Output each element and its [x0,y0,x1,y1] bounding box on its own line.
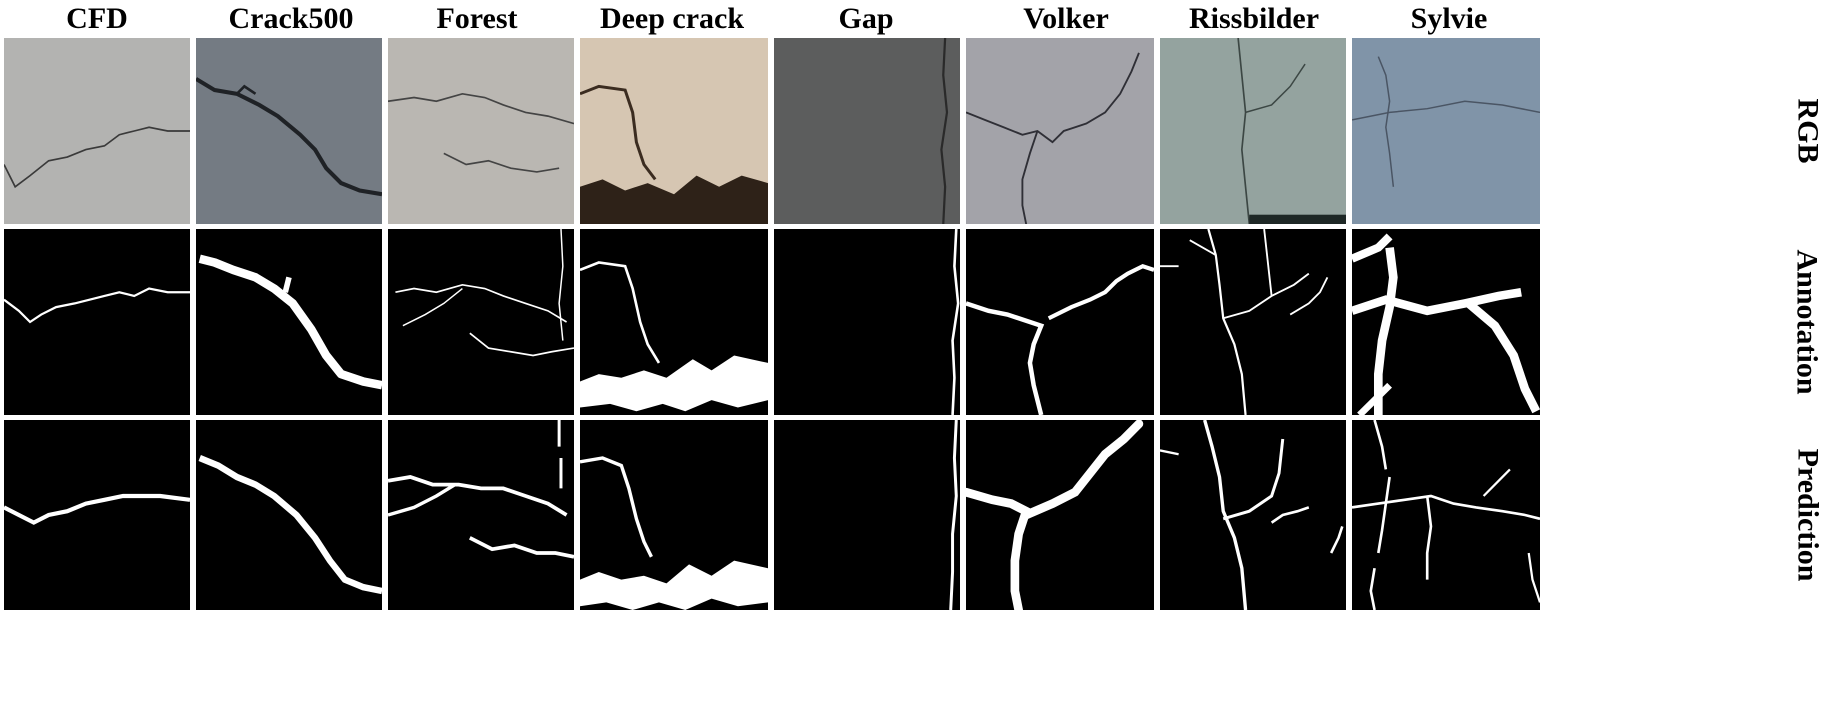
rgb-image-cfd [4,38,190,224]
column-title-deep-crack: Deep crack [599,2,745,35]
rgb-image-sylvie [1352,38,1540,224]
column-title-cfd: CFD [66,2,128,35]
prediction-mask-volker [966,420,1154,610]
column-title-forest: Forest [436,2,518,35]
rgb-image-volker [966,38,1154,224]
rgb-image-rissbilder [1160,38,1346,224]
annotation-mask-gap [774,229,960,415]
prediction-mask-cfd [4,420,190,610]
rgb-image-deep-crack [580,38,768,224]
row-label-rgb-text: RGB [1791,98,1825,164]
row-label-annotation-text: Annotation [1791,249,1825,395]
annotation-mask-sylvie [1352,229,1540,415]
row-label-annotation: Annotation [1778,229,1836,415]
rgb-image-crack500 [196,38,382,224]
annotation-mask-cfd [4,229,190,415]
row-label-prediction: Prediction [1778,420,1836,610]
annotation-mask-forest [388,229,574,415]
row-label-prediction-text: Prediction [1791,448,1825,582]
annotation-mask-rissbilder [1160,229,1346,415]
annotation-mask-volker [966,229,1154,415]
column-title-sylvie: Sylvie [1410,2,1488,35]
column-title-rissbilder: Rissbilder [1188,2,1320,35]
rgb-image-forest [388,38,574,224]
prediction-mask-crack500 [196,420,382,610]
column-title-crack500: Crack500 [228,2,354,35]
annotation-mask-crack500 [196,229,382,415]
prediction-mask-forest [388,420,574,610]
prediction-mask-rissbilder [1160,420,1346,610]
prediction-mask-sylvie [1352,420,1540,610]
column-title-gap: Gap [838,2,894,35]
prediction-mask-gap [774,420,960,610]
rgb-image-gap [774,38,960,224]
column-title-volker: Volker [1023,2,1109,35]
row-label-rgb: RGB [1778,38,1836,224]
prediction-mask-deep-crack [580,420,768,610]
annotation-mask-deep-crack [580,229,768,415]
